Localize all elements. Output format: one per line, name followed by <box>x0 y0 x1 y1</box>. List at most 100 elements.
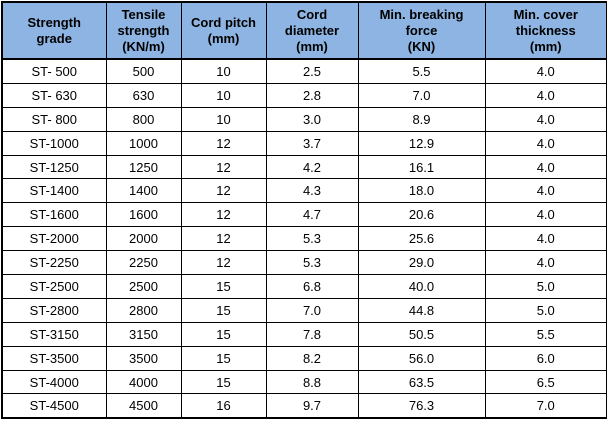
cell-cord-pitch: 15 <box>180 369 267 395</box>
cell-strength-grade: ST-1000 <box>1 130 107 156</box>
cell-tensile-strength: 2500 <box>105 274 182 299</box>
cell-tensile-strength: 2800 <box>105 297 182 323</box>
cell-min-cover-thickness: 4.0 <box>484 106 607 132</box>
cell-strength-grade: ST-3150 <box>1 321 107 347</box>
table-body: ST- 500 500 10 2.5 5.5 4.0 ST- 630 630 1… <box>1 58 607 419</box>
cell-cord-pitch: 12 <box>180 154 267 180</box>
cell-tensile-strength: 630 <box>105 82 182 108</box>
cell-min-cover-thickness: 4.0 <box>484 82 607 108</box>
cell-min-cover-thickness: 4.0 <box>484 130 607 156</box>
cell-cord-diameter: 2.8 <box>265 82 359 108</box>
cell-strength-grade: ST-2000 <box>1 226 107 252</box>
cell-strength-grade: ST-4000 <box>1 369 107 395</box>
table-row: ST-1000 1000 12 3.7 12.9 4.0 <box>1 130 607 156</box>
cell-min-breaking-force: 8.9 <box>357 106 486 132</box>
cell-strength-grade: ST- 500 <box>1 58 107 84</box>
cell-strength-grade: ST-1400 <box>1 178 107 204</box>
cell-strength-grade: ST-1250 <box>1 154 107 180</box>
cell-cord-pitch: 12 <box>180 178 267 204</box>
cell-min-cover-thickness: 4.0 <box>484 154 607 180</box>
cell-tensile-strength: 3500 <box>105 345 182 371</box>
cell-cord-pitch: 10 <box>180 82 267 108</box>
cell-tensile-strength: 800 <box>105 106 182 132</box>
table-row: ST-2500 2500 15 6.8 40.0 5.0 <box>1 274 607 299</box>
cell-cord-diameter: 2.5 <box>265 58 359 84</box>
cell-cord-diameter: 6.8 <box>265 274 359 299</box>
cell-tensile-strength: 1400 <box>105 178 182 204</box>
cell-min-cover-thickness: 4.0 <box>484 250 607 276</box>
cell-min-breaking-force: 56.0 <box>357 345 486 371</box>
cell-cord-diameter: 5.3 <box>265 250 359 276</box>
cell-min-cover-thickness: 4.0 <box>484 226 607 252</box>
table-row: ST-4000 4000 15 8.8 63.5 6.5 <box>1 369 607 395</box>
cell-cord-pitch: 15 <box>180 345 267 371</box>
cell-cord-pitch: 15 <box>180 297 267 323</box>
cell-strength-grade: ST-1600 <box>1 202 107 228</box>
cell-cord-pitch: 12 <box>180 202 267 228</box>
header-row: Strength grade Tensile strength (KN/m) C… <box>1 1 607 60</box>
cell-min-breaking-force: 25.6 <box>357 226 486 252</box>
cell-strength-grade: ST-2250 <box>1 250 107 276</box>
cell-cord-pitch: 12 <box>180 250 267 276</box>
table-row: ST-1250 1250 12 4.2 16.1 4.0 <box>1 154 607 180</box>
cell-min-cover-thickness: 5.0 <box>484 274 607 299</box>
table-row: ST-3150 3150 15 7.8 50.5 5.5 <box>1 321 607 347</box>
cell-min-cover-thickness: 6.5 <box>484 369 607 395</box>
cell-strength-grade: ST-3500 <box>1 345 107 371</box>
table-header: Strength grade Tensile strength (KN/m) C… <box>1 1 607 60</box>
cell-min-breaking-force: 44.8 <box>357 297 486 323</box>
cell-cord-pitch: 12 <box>180 226 267 252</box>
cell-cord-diameter: 4.7 <box>265 202 359 228</box>
cell-min-cover-thickness: 4.0 <box>484 178 607 204</box>
table-row: ST- 500 500 10 2.5 5.5 4.0 <box>1 58 607 84</box>
table-row: ST-2000 2000 12 5.3 25.6 4.0 <box>1 226 607 252</box>
cell-cord-diameter: 4.2 <box>265 154 359 180</box>
table-row: ST-1600 1600 12 4.7 20.6 4.0 <box>1 202 607 228</box>
cell-tensile-strength: 1600 <box>105 202 182 228</box>
cell-cord-diameter: 8.8 <box>265 369 359 395</box>
cell-strength-grade: ST-4500 <box>1 393 107 419</box>
cell-cord-pitch: 15 <box>180 321 267 347</box>
column-header-cord-pitch: Cord pitch (mm) <box>180 1 267 60</box>
cell-tensile-strength: 4000 <box>105 369 182 395</box>
cell-cord-pitch: 15 <box>180 274 267 299</box>
cell-min-breaking-force: 40.0 <box>357 274 486 299</box>
cell-min-breaking-force: 50.5 <box>357 321 486 347</box>
table-row: ST-1400 1400 12 4.3 18.0 4.0 <box>1 178 607 204</box>
cell-strength-grade: ST- 630 <box>1 82 107 108</box>
column-header-strength-grade: Strength grade <box>1 1 107 60</box>
cell-min-cover-thickness: 7.0 <box>484 393 607 419</box>
table-row: ST-2800 2800 15 7.0 44.8 5.0 <box>1 297 607 323</box>
cell-strength-grade: ST-2800 <box>1 297 107 323</box>
cell-min-breaking-force: 29.0 <box>357 250 486 276</box>
cell-min-cover-thickness: 4.0 <box>484 202 607 228</box>
cell-cord-diameter: 7.0 <box>265 297 359 323</box>
cell-strength-grade: ST-2500 <box>1 274 107 299</box>
cell-min-cover-thickness: 6.0 <box>484 345 607 371</box>
cell-min-breaking-force: 12.9 <box>357 130 486 156</box>
column-header-tensile-strength: Tensile strength (KN/m) <box>105 1 182 60</box>
cell-cord-pitch: 12 <box>180 130 267 156</box>
cell-min-breaking-force: 18.0 <box>357 178 486 204</box>
cell-tensile-strength: 500 <box>105 58 182 84</box>
column-header-min-cover-thickness: Min. cover thickness (mm) <box>484 1 607 60</box>
cell-cord-diameter: 3.0 <box>265 106 359 132</box>
cell-min-breaking-force: 63.5 <box>357 369 486 395</box>
table-row: ST-4500 4500 16 9.7 76.3 7.0 <box>1 393 607 419</box>
cell-tensile-strength: 2000 <box>105 226 182 252</box>
cell-cord-diameter: 3.7 <box>265 130 359 156</box>
cell-min-breaking-force: 20.6 <box>357 202 486 228</box>
cell-cord-diameter: 4.3 <box>265 178 359 204</box>
table-row: ST- 630 630 10 2.8 7.0 4.0 <box>1 82 607 108</box>
cell-tensile-strength: 1000 <box>105 130 182 156</box>
cell-min-breaking-force: 76.3 <box>357 393 486 419</box>
cell-min-cover-thickness: 5.0 <box>484 297 607 323</box>
table-row: ST- 800 800 10 3.0 8.9 4.0 <box>1 106 607 132</box>
cell-cord-diameter: 5.3 <box>265 226 359 252</box>
cell-cord-pitch: 16 <box>180 393 267 419</box>
cell-cord-pitch: 10 <box>180 106 267 132</box>
cell-cord-pitch: 10 <box>180 58 267 84</box>
cell-tensile-strength: 1250 <box>105 154 182 180</box>
cell-strength-grade: ST- 800 <box>1 106 107 132</box>
